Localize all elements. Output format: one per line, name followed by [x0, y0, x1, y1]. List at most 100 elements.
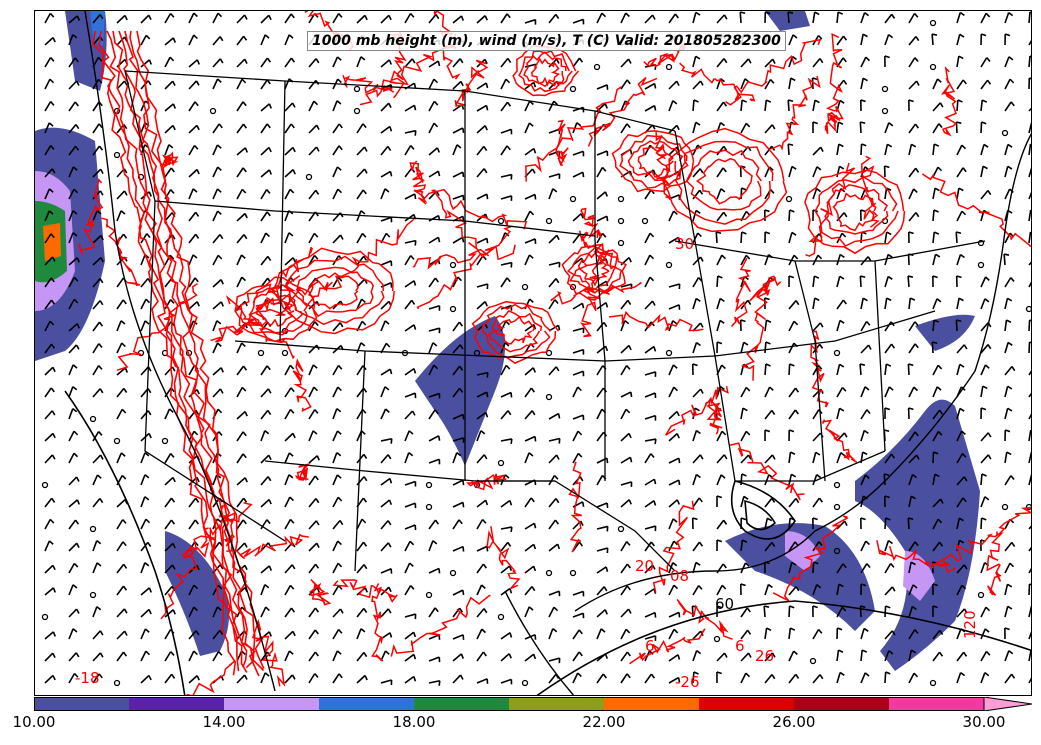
- temperature-contour: [637, 145, 674, 178]
- wind-barb: [956, 497, 967, 508]
- wind-barb: [548, 278, 560, 288]
- wind-barb: [644, 438, 657, 445]
- wind-barb: [308, 607, 320, 618]
- temperature-contour: [481, 303, 552, 359]
- wind-barb: [548, 437, 561, 444]
- wind-barb: [980, 99, 988, 112]
- wind-barb: [836, 520, 848, 530]
- wind-barb: [44, 564, 56, 574]
- wind-barb: [476, 454, 488, 464]
- wind-barb: [212, 650, 223, 662]
- wind-barb: [956, 344, 968, 354]
- temperature-contour: [332, 579, 398, 603]
- wind-barb: [476, 430, 486, 442]
- wind-barb: [380, 320, 390, 332]
- wind-barb: [92, 673, 103, 684]
- wind-barb: [260, 365, 271, 376]
- wind-barb: [716, 167, 727, 178]
- wind-barb: [980, 606, 991, 618]
- boundary-line: [674, 240, 986, 262]
- wind-barb: [428, 342, 438, 354]
- wind-barb: [716, 474, 726, 486]
- wind-barb: [332, 452, 342, 464]
- wind-barb: [188, 519, 199, 530]
- wind-barb: [44, 343, 56, 354]
- wind-barb: [140, 562, 150, 574]
- wind-barb: [908, 649, 917, 662]
- wind-barb: [668, 100, 678, 112]
- wind-barb: [740, 231, 747, 244]
- wind-barb: [404, 58, 416, 68]
- wind-barb: [548, 543, 561, 552]
- wind-barb: [932, 253, 941, 266]
- wind-barb: [812, 517, 818, 530]
- wind-barb: [884, 343, 896, 354]
- temperature-contour: [826, 32, 843, 112]
- wind-barb: [668, 611, 681, 618]
- wind-barb: [860, 297, 868, 310]
- wind-barb: [932, 102, 944, 112]
- contour-label: 120: [961, 610, 979, 639]
- wind-barb: [236, 14, 248, 24]
- wind-barb: [140, 277, 152, 288]
- coastline: [504, 590, 575, 695]
- wind-barb: [548, 128, 561, 135]
- wind-barb: [836, 121, 844, 134]
- calm-wind-marker: [209, 107, 217, 115]
- wind-barb: [668, 386, 679, 398]
- wind-barb: [956, 167, 967, 178]
- wind-barb: [524, 387, 536, 398]
- temperature-contour: [251, 617, 286, 687]
- wind-barb: [860, 429, 869, 442]
- wind-barb: [572, 213, 584, 222]
- wind-barb: [740, 629, 752, 640]
- wind-barb: [236, 254, 246, 266]
- wind-barb: [860, 672, 870, 684]
- wind-barb: [884, 407, 891, 420]
- wind-barb: [860, 540, 870, 552]
- temperature-contour: [611, 130, 695, 193]
- wind-barb: [524, 522, 537, 530]
- wind-barb: [476, 237, 489, 244]
- wind-barb: [44, 366, 56, 376]
- wind-barb: [164, 609, 176, 618]
- contour-label: 6: [735, 637, 745, 655]
- wind-barb: [692, 168, 704, 178]
- wind-barb: [476, 608, 488, 618]
- wind-barb: [260, 606, 270, 618]
- wind-barb: [932, 364, 943, 376]
- wind-barb: [596, 525, 609, 532]
- wind-barb: [404, 631, 417, 640]
- wind-barb: [68, 386, 78, 398]
- wind-barb: [92, 388, 104, 398]
- wind-barb: [452, 236, 465, 244]
- temperature-contour: [772, 515, 849, 602]
- wind-barb: [44, 145, 55, 156]
- calm-wind-marker: [113, 679, 121, 687]
- wind-barb: [44, 432, 56, 442]
- wind-barb: [524, 122, 534, 134]
- wind-barb: [740, 341, 749, 354]
- wind-barb: [140, 628, 150, 640]
- wind-barb: [1004, 475, 1015, 486]
- wind-barb: [788, 209, 795, 222]
- wind-barb: [836, 407, 845, 420]
- calm-wind-marker: [113, 151, 121, 159]
- colorbar-tick-label: 26.00: [772, 713, 816, 731]
- wind-barb: [908, 321, 919, 332]
- wind-barb: [140, 496, 150, 508]
- wind-barb: [860, 409, 871, 420]
- wind-barb: [164, 103, 177, 112]
- height-contour: [744, 499, 777, 531]
- wind-barb: [188, 59, 201, 68]
- wind-barb: [260, 103, 273, 112]
- wind-barb: [500, 195, 513, 201]
- wind-barb: [356, 232, 367, 244]
- wind-barb: [572, 171, 585, 178]
- wind-barb: [980, 650, 991, 662]
- calm-wind-marker: [617, 239, 625, 247]
- wind-barb: [1028, 341, 1031, 354]
- wind-barb: [644, 478, 657, 486]
- wind-barb: [836, 649, 844, 662]
- wind-barb: [284, 564, 296, 574]
